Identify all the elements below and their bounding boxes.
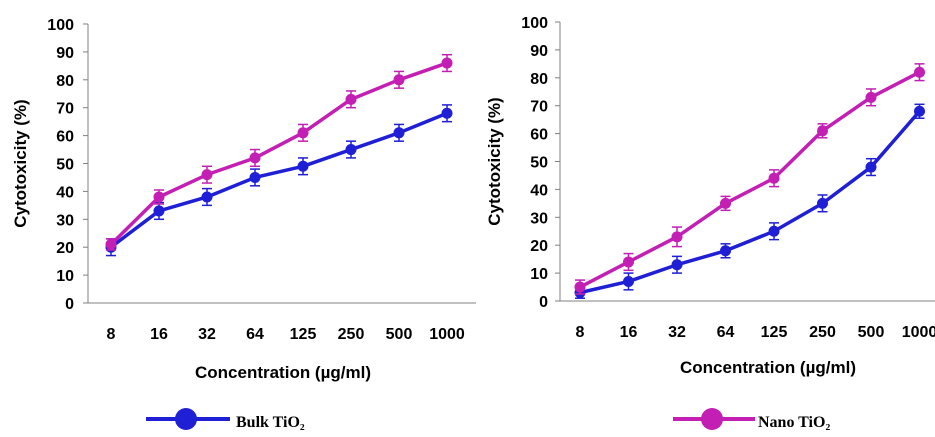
- data-point: [817, 125, 828, 137]
- data-point: [623, 256, 634, 268]
- x-tick-label: 250: [338, 326, 365, 343]
- data-point: [914, 105, 925, 117]
- series-nano: [105, 53, 453, 251]
- y-tick-label: 50: [56, 157, 74, 174]
- x-axis-title: Concentration (µg/ml): [680, 358, 856, 377]
- x-tick-label: 1000: [902, 324, 935, 341]
- y-tick-label: 40: [56, 184, 74, 201]
- data-point: [393, 127, 405, 139]
- series-line: [109, 61, 448, 246]
- data-point: [297, 127, 309, 139]
- data-point: [768, 225, 780, 237]
- chart-left-panel: 0 10 20 30 40 50 60 70 80 90 100 8 16 32 64 125 250 500 10…: [11, 17, 476, 382]
- data-point: [345, 144, 357, 156]
- legend-bulk-label: Bulk TiO₂: [236, 414, 305, 431]
- x-tick-label: 500: [386, 326, 413, 343]
- series-line: [109, 111, 448, 249]
- y-axis-title: Cytotoxicity (%): [485, 97, 504, 225]
- y-tick-label: 70: [56, 101, 74, 118]
- legend-bulk-marker: [175, 408, 197, 430]
- y-tick-label: 30: [56, 212, 74, 229]
- y-axis-title: Cytotoxicity (%): [11, 99, 30, 227]
- data-point: [345, 93, 357, 105]
- data-point: [671, 231, 683, 243]
- x-tick-label: 1000: [429, 326, 465, 343]
- x-tick-label: 125: [761, 324, 788, 341]
- data-point: [623, 275, 634, 287]
- data-point: [105, 238, 117, 250]
- y-tick-label: 80: [56, 73, 74, 90]
- y-tick-label: 80: [530, 71, 548, 88]
- data-point: [153, 205, 165, 217]
- series-line: [579, 70, 921, 289]
- y-tick-label: 70: [530, 99, 548, 116]
- x-tick-label: 16: [150, 326, 168, 343]
- y-tick-label: 50: [530, 155, 548, 172]
- y-tick-label: 10: [56, 268, 74, 285]
- data-point: [671, 259, 683, 271]
- data-point: [720, 197, 731, 209]
- y-tick-label: 30: [530, 210, 548, 227]
- data-point: [574, 281, 586, 293]
- y-tick-label: 100: [521, 15, 548, 32]
- data-point: [441, 57, 453, 69]
- data-point: [153, 191, 165, 203]
- data-point: [720, 245, 731, 257]
- data-point: [297, 160, 309, 172]
- y-tick-label: 100: [47, 17, 74, 34]
- x-tick-label: 32: [668, 324, 686, 341]
- data-point: [441, 107, 453, 119]
- y-tick-label: 60: [530, 127, 548, 144]
- x-tick-label: 64: [246, 326, 264, 343]
- x-tick-label: 8: [576, 324, 585, 341]
- x-tick-label: 8: [107, 326, 116, 343]
- y-tick-label: 0: [539, 294, 548, 311]
- y-tick-label: 20: [56, 240, 74, 257]
- y-tick-label: 0: [65, 296, 74, 313]
- series-bulk: [574, 103, 925, 299]
- series-bulk: [105, 104, 453, 257]
- y-tick-label: 10: [530, 266, 548, 283]
- series-nano: [574, 63, 925, 295]
- data-point: [817, 197, 828, 209]
- y-tick-label: 20: [530, 238, 548, 255]
- y-tick-label: 60: [56, 129, 74, 146]
- data-point: [768, 172, 780, 184]
- x-tick-label: 500: [858, 324, 885, 341]
- legend-nano: Nano TiO₂: [673, 408, 830, 431]
- x-tick-label: 32: [198, 326, 216, 343]
- series-line: [579, 110, 921, 295]
- legend-nano-marker: [701, 408, 723, 430]
- data-point: [393, 74, 405, 86]
- data-point: [201, 169, 213, 181]
- data-point: [249, 152, 261, 164]
- x-tick-label: 64: [717, 324, 735, 341]
- legend-nano-label: Nano TiO₂: [758, 414, 830, 431]
- y-tick-label: 90: [56, 45, 74, 62]
- x-tick-label: 16: [620, 324, 638, 341]
- x-tick-label: 125: [290, 326, 317, 343]
- chart-right-panel: 0 10 20 30 40 50 60 70 80 90 100 8 16 32 64 125 250 500 10…: [485, 15, 935, 377]
- x-tick-label: 250: [809, 324, 836, 341]
- data-point: [249, 171, 261, 183]
- data-point: [201, 191, 213, 203]
- y-tick-label: 90: [530, 43, 548, 60]
- legend-bulk: Bulk TiO₂: [146, 408, 305, 431]
- data-point: [865, 161, 877, 173]
- x-axis-title: Concentration (µg/ml): [195, 363, 371, 382]
- y-tick-label: 40: [530, 182, 548, 199]
- data-point: [865, 91, 877, 103]
- data-point: [914, 66, 925, 78]
